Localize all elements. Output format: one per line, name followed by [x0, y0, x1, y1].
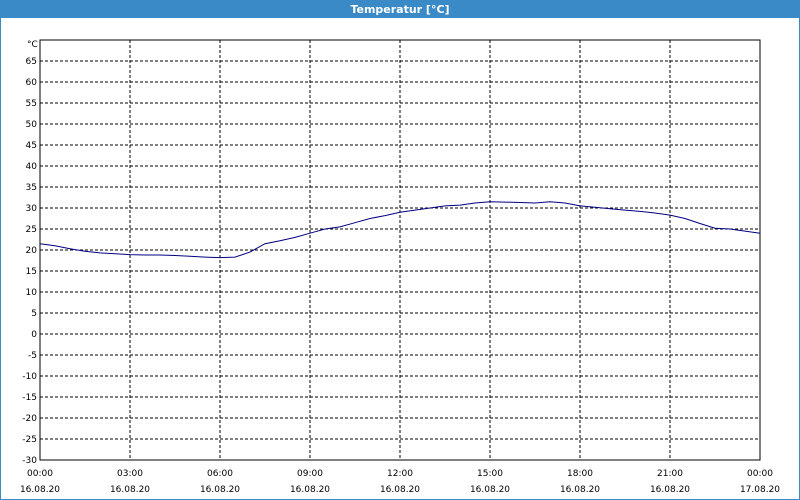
x-tick-time-label: 15:00	[477, 469, 503, 479]
y-tick-label: -30	[22, 456, 37, 466]
y-tick-label: 20	[26, 246, 38, 256]
y-tick-label: 35	[26, 183, 37, 193]
chart-title: Temperatur [°C]	[0, 0, 800, 18]
y-tick-label: 45	[26, 141, 37, 151]
y-tick-label: 5	[31, 309, 37, 319]
grid	[40, 40, 760, 460]
x-tick-time-label: 03:00	[117, 469, 143, 479]
x-tick-date-label: 16.08.20	[200, 485, 240, 495]
y-tick-label: 50	[26, 120, 38, 130]
x-tick-date-label: 17.08.20	[740, 485, 780, 495]
y-tick-label: 60	[26, 78, 38, 88]
x-tick-date-label: 16.08.20	[380, 485, 420, 495]
y-tick-label: -15	[22, 393, 37, 403]
y-tick-label: -20	[22, 414, 37, 424]
y-tick-label: 0	[31, 330, 37, 340]
x-tick-time-label: 06:00	[207, 469, 233, 479]
x-axis-ticks: 00:00 16.08.20 03:00 16.08.20 06:00 16.08.20 0…	[20, 469, 780, 495]
y-tick-label: 65	[26, 57, 37, 67]
y-tick-label: -5	[28, 351, 37, 361]
y-tick-label: -25	[22, 435, 37, 445]
y-tick-label: 40	[26, 162, 38, 172]
x-tick-time-label: 00:00	[747, 469, 773, 479]
x-tick-date-label: 16.08.20	[290, 485, 330, 495]
temperature-series-line	[39, 201, 761, 259]
y-tick-label: 30	[26, 204, 38, 214]
x-tick-time-label: 12:00	[387, 469, 413, 479]
y-tick-label: 55	[26, 99, 37, 109]
y-axis-ticks: 65605550454035302520151050-5-10-15-20-25…	[22, 57, 37, 466]
x-tick-time-label: 09:00	[297, 469, 323, 479]
x-tick-time-label: 00:00	[27, 469, 53, 479]
x-tick-date-label: 16.08.20	[470, 485, 510, 495]
y-tick-label: 10	[26, 288, 38, 298]
x-tick-date-label: 16.08.20	[20, 485, 60, 495]
x-tick-date-label: 16.08.20	[650, 485, 690, 495]
x-tick-time-label: 18:00	[567, 469, 593, 479]
x-tick-time-label: 21:00	[657, 469, 683, 479]
y-axis-label: °C	[27, 40, 38, 50]
y-tick-label: 15	[26, 267, 37, 277]
x-tick-date-label: 16.08.20	[110, 485, 150, 495]
y-tick-label: 25	[26, 225, 37, 235]
x-tick-date-label: 16.08.20	[560, 485, 600, 495]
y-tick-label: -10	[22, 372, 37, 382]
